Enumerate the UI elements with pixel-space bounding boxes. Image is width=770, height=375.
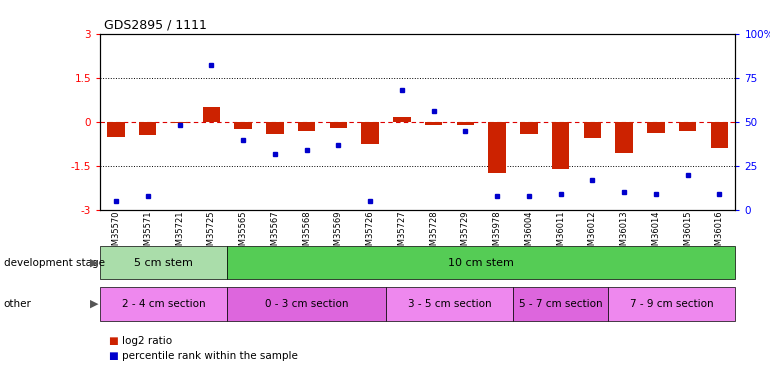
Text: 10 cm stem: 10 cm stem bbox=[448, 258, 514, 267]
Bar bbox=[584, 122, 601, 138]
Bar bbox=[393, 117, 410, 122]
Text: 2 - 4 cm section: 2 - 4 cm section bbox=[122, 299, 206, 309]
Bar bbox=[679, 122, 696, 131]
Text: ■: ■ bbox=[108, 336, 118, 346]
Text: other: other bbox=[4, 299, 32, 309]
Bar bbox=[488, 122, 506, 173]
Bar bbox=[711, 122, 728, 148]
Bar bbox=[361, 122, 379, 144]
Text: ■: ■ bbox=[108, 351, 118, 361]
Bar bbox=[266, 122, 283, 134]
Bar bbox=[330, 122, 347, 128]
Bar bbox=[552, 122, 569, 169]
Text: ▶: ▶ bbox=[90, 258, 99, 267]
Bar bbox=[521, 122, 537, 134]
Bar bbox=[234, 122, 252, 129]
Text: log2 ratio: log2 ratio bbox=[122, 336, 172, 346]
Bar bbox=[298, 122, 315, 131]
Text: 5 cm stem: 5 cm stem bbox=[134, 258, 193, 267]
Bar bbox=[648, 122, 665, 133]
Bar bbox=[107, 122, 125, 136]
Bar bbox=[457, 122, 474, 125]
Bar bbox=[203, 107, 220, 122]
Bar bbox=[171, 122, 188, 123]
Bar bbox=[615, 122, 633, 153]
Text: 5 - 7 cm section: 5 - 7 cm section bbox=[519, 299, 602, 309]
Text: percentile rank within the sample: percentile rank within the sample bbox=[122, 351, 297, 361]
Text: development stage: development stage bbox=[4, 258, 105, 267]
Text: 7 - 9 cm section: 7 - 9 cm section bbox=[630, 299, 714, 309]
Text: ▶: ▶ bbox=[90, 299, 99, 309]
Bar bbox=[425, 122, 442, 125]
Text: 0 - 3 cm section: 0 - 3 cm section bbox=[265, 299, 348, 309]
Text: 3 - 5 cm section: 3 - 5 cm section bbox=[407, 299, 491, 309]
Text: GDS2895 / 1111: GDS2895 / 1111 bbox=[104, 19, 207, 32]
Bar bbox=[139, 122, 156, 135]
